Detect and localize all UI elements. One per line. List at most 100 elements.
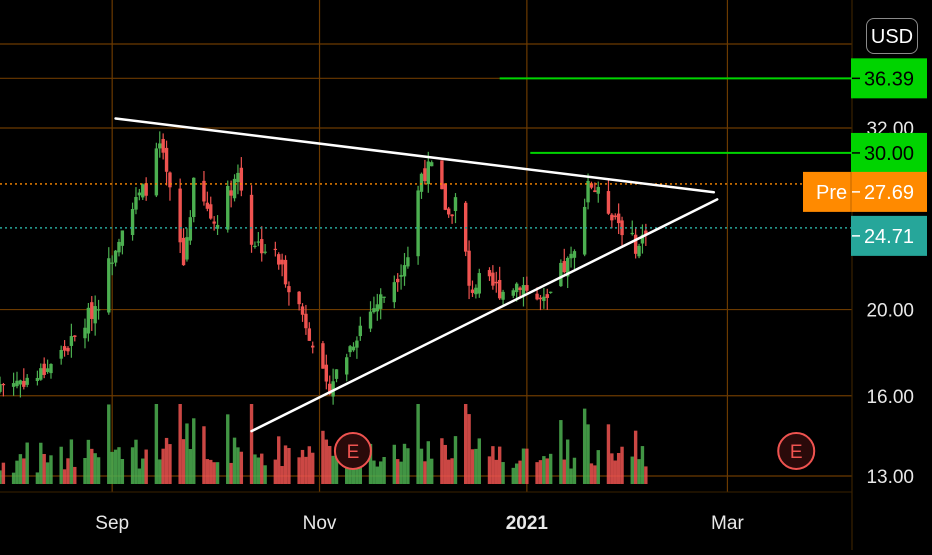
candle-body	[287, 286, 291, 293]
candle-body	[429, 162, 434, 167]
volume-bar	[368, 443, 373, 484]
volume-bar	[260, 453, 264, 484]
candle-body	[22, 380, 26, 387]
volume-bar	[565, 439, 570, 484]
volume-bar	[141, 458, 145, 484]
candle-body	[321, 343, 325, 369]
currency-button[interactable]: USD	[866, 18, 918, 54]
candle-body	[497, 279, 502, 299]
volume-bar	[559, 420, 563, 484]
candle-body	[368, 311, 373, 329]
candle-body	[73, 335, 77, 337]
candle-body	[419, 173, 424, 192]
candle-body	[477, 273, 481, 294]
candle-body	[39, 368, 43, 380]
candle-body	[42, 363, 46, 375]
volume-bar	[610, 453, 614, 484]
price-tag	[851, 215, 927, 256]
trendline	[250, 198, 719, 433]
volume-bar	[249, 404, 254, 484]
candle-body	[334, 369, 339, 379]
candle-body	[396, 278, 400, 283]
candle-body	[328, 383, 332, 395]
candle-body	[249, 194, 254, 245]
volume-bar	[49, 455, 53, 484]
volume-bar	[467, 414, 471, 484]
candle-body	[263, 251, 267, 253]
time-tick-label: Nov	[303, 513, 337, 534]
candle-body	[93, 306, 97, 324]
candle-body	[586, 180, 590, 203]
candle-body	[18, 380, 23, 385]
volume-bar	[538, 460, 543, 484]
candle-body	[280, 259, 284, 265]
volume-bar	[562, 459, 566, 484]
candle-body	[35, 377, 40, 381]
candle-body	[416, 190, 420, 257]
volume-bar	[375, 466, 380, 484]
volume-bar	[311, 452, 315, 484]
volume-bar	[253, 454, 257, 484]
volume-bar	[158, 459, 162, 484]
volume-bar	[582, 408, 587, 484]
volume-bar	[185, 423, 189, 484]
price-tag-value: 30.00	[864, 143, 914, 165]
candle-body	[117, 241, 121, 253]
volume-bar	[45, 462, 50, 484]
candle-body	[178, 188, 182, 243]
candle-body	[90, 302, 94, 319]
volume-bar	[453, 436, 458, 484]
volume-bar	[83, 458, 87, 484]
volume-bar	[117, 447, 121, 484]
volume-bar	[355, 457, 359, 484]
volume-bar	[593, 465, 597, 484]
volume-bar	[168, 444, 172, 484]
candle-body	[69, 336, 74, 346]
candle-body	[239, 167, 244, 191]
candle-body	[610, 214, 614, 221]
volume-bar	[406, 448, 410, 484]
price-tag-value: 24.71	[864, 226, 914, 248]
candle-body	[644, 230, 648, 236]
volume-bar	[181, 439, 186, 484]
candle-body	[83, 327, 87, 339]
candle-body	[467, 250, 471, 286]
volume-bar	[62, 469, 67, 484]
candle-body	[188, 217, 193, 241]
candle-body	[209, 204, 213, 219]
candle-body	[297, 291, 301, 305]
candle-body	[406, 257, 410, 267]
candle-body	[501, 291, 505, 300]
candle-body	[565, 257, 570, 277]
volume-bar	[596, 450, 600, 484]
candle-body	[572, 251, 577, 258]
candle-body	[596, 186, 600, 194]
volume-bar	[525, 448, 529, 484]
candle-body	[1, 384, 6, 386]
volume-bar	[402, 443, 407, 484]
volume-bar	[521, 448, 526, 484]
time-axis[interactable]: Sep Nov 2021 Mar	[95, 513, 744, 534]
volume-bar	[113, 449, 118, 484]
candle-body	[86, 307, 91, 334]
volume-bar	[35, 472, 40, 484]
candle-body	[212, 221, 216, 224]
volume-bar	[110, 451, 114, 484]
candle-body	[518, 287, 522, 291]
volume-bar	[307, 446, 312, 484]
volume-bar	[324, 439, 329, 484]
volume-bar	[86, 439, 91, 484]
candle-body	[562, 261, 566, 273]
candle-body	[535, 293, 539, 300]
candle-body	[202, 180, 206, 202]
candle-body	[144, 183, 148, 196]
candle-body	[130, 209, 135, 236]
volume-bar	[161, 448, 165, 484]
volume-bar	[212, 462, 216, 484]
candle-body	[426, 161, 430, 185]
volume-bar	[382, 457, 386, 484]
volume-bar	[348, 459, 352, 484]
